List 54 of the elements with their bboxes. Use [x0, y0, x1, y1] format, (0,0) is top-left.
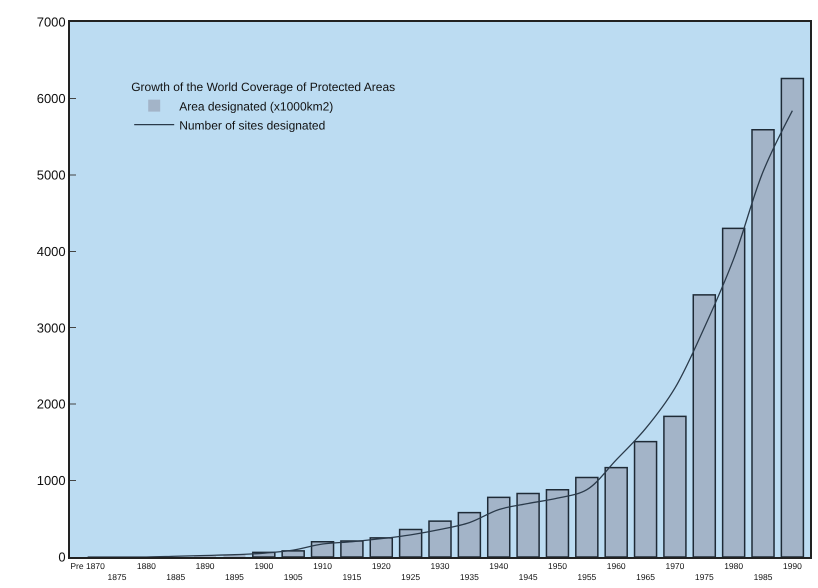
x-tick-label: 1935: [460, 572, 480, 582]
bar: [692, 294, 716, 557]
bar: [634, 440, 658, 557]
x-tick-label: 1970: [665, 560, 685, 571]
bar: [751, 129, 775, 557]
bar: [486, 496, 510, 557]
x-tick-label: 1940: [489, 560, 508, 571]
x-tick-label: 1945: [518, 572, 538, 582]
x-tick-label: 1975: [694, 572, 714, 582]
legend-label: Area designated (x1000km2): [179, 99, 334, 114]
bar: [428, 520, 452, 557]
bar: [546, 488, 570, 557]
bar: [310, 540, 334, 557]
y-tick-label: 4000: [36, 244, 66, 259]
x-tick-label: 1960: [606, 560, 626, 571]
x-tick-label: 1910: [313, 560, 332, 571]
y-tick-label: 1000: [36, 473, 66, 488]
x-tick-label: 1980: [724, 560, 744, 571]
x-tick-label: 1985: [754, 572, 773, 582]
bar: [780, 78, 804, 557]
y-tick-label: 2000: [36, 396, 66, 412]
x-tick-label: 1990: [782, 560, 802, 571]
bar: [516, 492, 540, 557]
y-tick-label: 3000: [36, 320, 66, 336]
bar: [722, 228, 746, 557]
x-tick-label: 1875: [108, 572, 127, 582]
x-tick-label: 1930: [430, 560, 450, 571]
x-tick-label: 1895: [224, 572, 244, 582]
bar: [663, 416, 687, 557]
bar: [604, 466, 628, 557]
bar: [370, 537, 394, 557]
x-tick-label: 1915: [342, 572, 362, 582]
x-tick-label: 1880: [136, 560, 156, 571]
y-tick-label: 7000: [36, 14, 66, 30]
y-tick-label: 0: [58, 550, 66, 565]
x-tick-label: 1920: [372, 560, 391, 571]
x-tick-label: 1955: [577, 572, 597, 582]
x-tick-label: 1890: [196, 560, 215, 571]
x-tick-label: 1950: [548, 560, 568, 571]
x-tick-label: Pre 1870: [70, 560, 106, 571]
x-tick-label: 1900: [254, 560, 274, 571]
x-tick-label: 1925: [401, 572, 420, 582]
x-tick-label: 1965: [636, 572, 656, 582]
bar: [575, 476, 599, 557]
legend-title: Growth of the World Coverage of Protected Areas: [131, 80, 396, 94]
bar: [281, 550, 305, 557]
y-tick-label: 5000: [36, 167, 66, 182]
x-tick-label: 1905: [284, 572, 303, 582]
bar: [340, 540, 364, 557]
y-tick-label: 6000: [36, 90, 66, 106]
x-tick-label: 1885: [166, 572, 186, 582]
bar: [458, 512, 482, 557]
bar: [398, 528, 422, 557]
legend-label: Number of sites designated: [179, 118, 326, 132]
